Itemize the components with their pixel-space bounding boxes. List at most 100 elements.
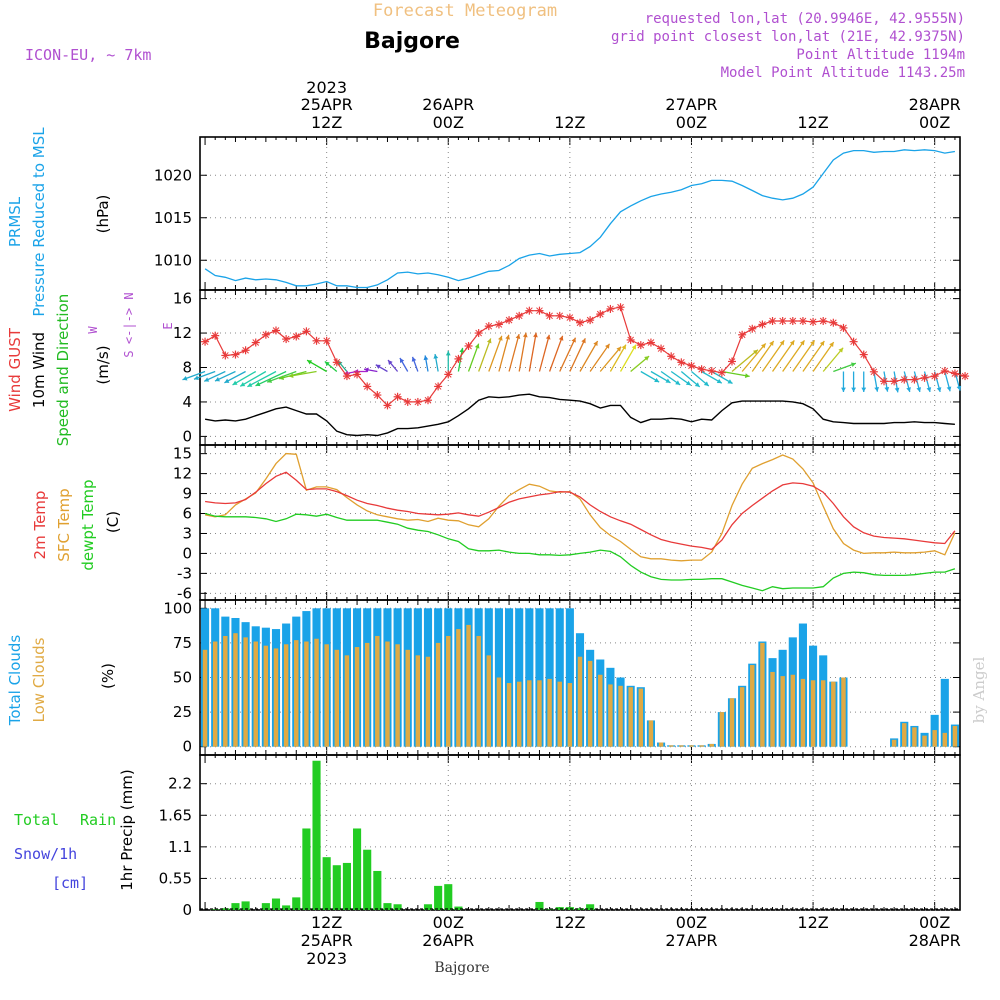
wind-arrow [247, 370, 277, 388]
low-cloud-bar [253, 641, 258, 747]
wind-tick-label: 8 [182, 359, 192, 377]
gust-marker [272, 326, 280, 335]
gust-marker [576, 318, 584, 327]
wind-arrow [833, 362, 857, 373]
low-cloud-bar [750, 665, 755, 747]
low-cloud-bar [233, 633, 238, 747]
rain-bar [342, 862, 351, 910]
wind-arrow [239, 370, 267, 387]
gust-marker [890, 377, 899, 386]
low-cloud-bar [405, 649, 410, 747]
wind-axis-label: Speed and Direction [54, 294, 72, 447]
wind-arrow [670, 370, 692, 386]
wind-arrow [467, 343, 480, 372]
total-cloud-bar [505, 608, 514, 747]
gust-marker [261, 330, 270, 339]
top-time-label: 12Z [554, 113, 585, 132]
rain-bar [271, 898, 281, 910]
bottom-date-label: 28APR [909, 931, 961, 950]
wind-arrow [528, 332, 538, 372]
low-cloud-bar [942, 732, 948, 747]
low-cloud-bar [354, 647, 360, 747]
cloud-axis-label: Low Clouds [30, 637, 48, 722]
wind-arrow [498, 334, 510, 372]
top-time-label: 00Z [433, 113, 464, 132]
low-cloud-bar [709, 743, 714, 747]
gust-marker [332, 358, 341, 367]
gust-marker [241, 346, 250, 355]
gust-marker [342, 372, 351, 381]
pressure-tick-label: 1010 [154, 251, 192, 269]
wind-arrow [851, 371, 856, 392]
wind-arrow [518, 332, 528, 372]
temp-axis-label: 2m Temp [31, 491, 49, 560]
wind-arrow [411, 356, 419, 372]
gust-marker [961, 372, 970, 381]
gust-marker [586, 316, 595, 325]
wind-arrow [433, 353, 439, 372]
wind-arrow [488, 335, 503, 372]
wind-arrow [841, 371, 846, 392]
wind-arrow [782, 339, 805, 372]
rain-bar [241, 901, 250, 910]
wind-arrow [721, 370, 750, 378]
compass-n: N [122, 292, 136, 299]
gust-marker [636, 341, 645, 350]
cloud-tick-label: 25 [173, 703, 192, 721]
wind-arrow [589, 343, 611, 372]
gust-marker [302, 327, 311, 336]
wind-arrow [903, 371, 911, 393]
gust-marker [728, 357, 736, 366]
gust-marker [403, 397, 412, 406]
wind-arrow [913, 371, 922, 393]
low-cloud-bar [364, 642, 370, 747]
total-cloud-bar [555, 608, 564, 747]
temp-2m-line [205, 471, 956, 551]
gust-marker [535, 306, 544, 315]
rain-bar [292, 897, 301, 910]
wind-arrow [802, 340, 825, 372]
low-cloud-bar [699, 745, 704, 747]
rain-label-2: Rain [80, 811, 116, 829]
rain-bar [444, 884, 453, 910]
gust-marker [900, 375, 909, 384]
gust-marker [940, 366, 949, 375]
low-cloud-bar [952, 725, 958, 747]
compass-rose: W <-|-> N S E [86, 292, 175, 357]
bottom-time-label: 12Z [311, 913, 342, 932]
wind-arrow [306, 359, 327, 373]
low-cloud-bar [891, 739, 897, 747]
rain-bar [312, 760, 321, 910]
wind-arrow [182, 370, 206, 381]
low-cloud-bar [618, 685, 623, 747]
gust-marker [697, 365, 706, 374]
wind-arrow [324, 360, 338, 372]
bottom-time-label: 12Z [797, 913, 828, 932]
gust-marker [251, 338, 260, 347]
top-date-label: 26APR [422, 95, 474, 114]
wind-arrow [193, 370, 216, 380]
gust-marker [768, 317, 777, 325]
wind-arrow [579, 340, 599, 372]
rain-bar [363, 849, 372, 910]
low-cloud-bar [527, 680, 532, 747]
model-altitude: Model Point Altitude 1143.25m [721, 65, 965, 81]
gust-marker [393, 392, 402, 401]
gust-marker [373, 391, 382, 400]
rain-bar [261, 903, 270, 910]
cloud-tick-label: 75 [173, 634, 192, 652]
wind-arrow [399, 357, 409, 372]
temp-tick-label: -3 [177, 564, 192, 582]
temp-tick-label: -6 [177, 584, 192, 602]
precip-tick-label: 2.2 [168, 775, 192, 793]
rain-bar [535, 901, 544, 910]
total-cloud-bar [940, 678, 949, 747]
pressure-axis-label: PRMSL [6, 196, 24, 247]
wind-arrow [599, 346, 622, 372]
gust-marker [849, 337, 858, 346]
low-cloud-bar [304, 641, 309, 747]
compass-arrows: <-|-> [122, 308, 136, 344]
wind-arrow [731, 349, 759, 372]
wind-arrow [363, 367, 378, 373]
temp-axis-label: dewpt Temp [79, 479, 97, 570]
